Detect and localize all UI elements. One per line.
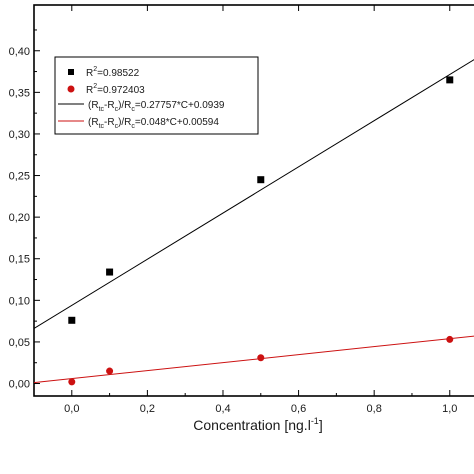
legend-text-part: (R xyxy=(88,117,99,128)
y-tick-label: 0,05 xyxy=(9,337,30,349)
legend-marker-1 xyxy=(68,69,74,75)
tick-labels: 0,0 0,2 0,4 0,6 0,8 1,0 0,00 0,05 0,10 0,15 0,20 0,… xyxy=(9,46,458,415)
legend-text-tail: =0.98522 xyxy=(97,68,139,79)
legend-text-part: tc xyxy=(99,106,105,113)
data-point-s1-2 xyxy=(106,268,114,276)
data-point-s1-1 xyxy=(68,316,76,324)
x-axis-title-tail: ] xyxy=(319,417,323,433)
x-tick-label: 0,0 xyxy=(64,403,79,415)
legend-text-part: =0.048*C+0.00594 xyxy=(135,117,219,128)
axis-ticks xyxy=(33,5,451,396)
x-axis-title-main: Concentration [ng.l xyxy=(193,417,311,433)
legend-marker-2 xyxy=(67,85,75,93)
data-markers xyxy=(68,76,454,386)
legend-text-part: -R xyxy=(104,117,115,128)
legend-label-3: (Rtc-Rc)/Rc=0.27757*C+0.0939 xyxy=(88,100,225,113)
y-tick-label: 0,40 xyxy=(9,46,30,58)
legend-text-part: c xyxy=(115,123,119,130)
legend-text-sup: 2 xyxy=(93,83,97,90)
legend-text-main: R xyxy=(86,85,93,96)
x-tick-label: 0,8 xyxy=(367,403,382,415)
fit-line-2 xyxy=(34,335,474,384)
legend-label-1: R2=0.98522 xyxy=(86,66,140,79)
plot-frame xyxy=(33,4,474,397)
legend-text-part: )/R xyxy=(118,100,131,111)
data-point-s1-4 xyxy=(446,76,454,84)
y-tick-label: 0,35 xyxy=(9,87,30,99)
x-axis-title-sup: -1 xyxy=(311,416,319,426)
legend-text-sup: 2 xyxy=(93,66,97,73)
fit-line-1 xyxy=(34,59,474,329)
legend-text-part: (R xyxy=(88,100,99,111)
y-tick-label: 0,25 xyxy=(9,171,30,183)
y-tick-label: 0,10 xyxy=(9,295,30,307)
legend: R2=0.98522R2=0.972403(Rtc-Rc)/Rc=0.27757… xyxy=(54,56,259,135)
y-tick-label: 0,30 xyxy=(9,129,30,141)
y-tick-label: 0,20 xyxy=(9,212,30,224)
legend-text-part: -R xyxy=(104,100,115,111)
data-point-s1-3 xyxy=(257,176,265,184)
legend-box xyxy=(54,56,259,135)
legend-text-part: )/R xyxy=(118,117,131,128)
legend-text-part: =0.27757*C+0.0939 xyxy=(135,100,225,111)
data-point-s2-2 xyxy=(106,367,114,375)
y-tick-label: 0,15 xyxy=(9,254,30,266)
legend-label-4: (Rtc-Rc)/Rc=0.048*C+0.00594 xyxy=(88,117,219,130)
x-tick-label: 0,2 xyxy=(140,403,155,415)
x-tick-label: 0,6 xyxy=(291,403,306,415)
legend-text-part: c xyxy=(115,106,119,113)
y-tick-label: 0,00 xyxy=(9,379,30,391)
fit-lines xyxy=(34,59,474,384)
legend-label-2: R2=0.972403 xyxy=(86,83,145,96)
x-tick-label: 1,0 xyxy=(442,403,457,415)
x-tick-label: 0,4 xyxy=(215,403,230,415)
legend-text-part: c xyxy=(131,106,135,113)
x-axis-title: Concentration [ng.l-1] xyxy=(193,416,322,433)
data-point-s2-3 xyxy=(257,354,265,362)
data-point-s2-1 xyxy=(68,378,76,386)
legend-text-tail: =0.972403 xyxy=(97,85,145,96)
legend-text-main: R xyxy=(86,68,93,79)
legend-text-part: c xyxy=(131,123,135,130)
legend-text-part: tc xyxy=(99,123,105,130)
data-point-s2-4 xyxy=(446,335,454,343)
